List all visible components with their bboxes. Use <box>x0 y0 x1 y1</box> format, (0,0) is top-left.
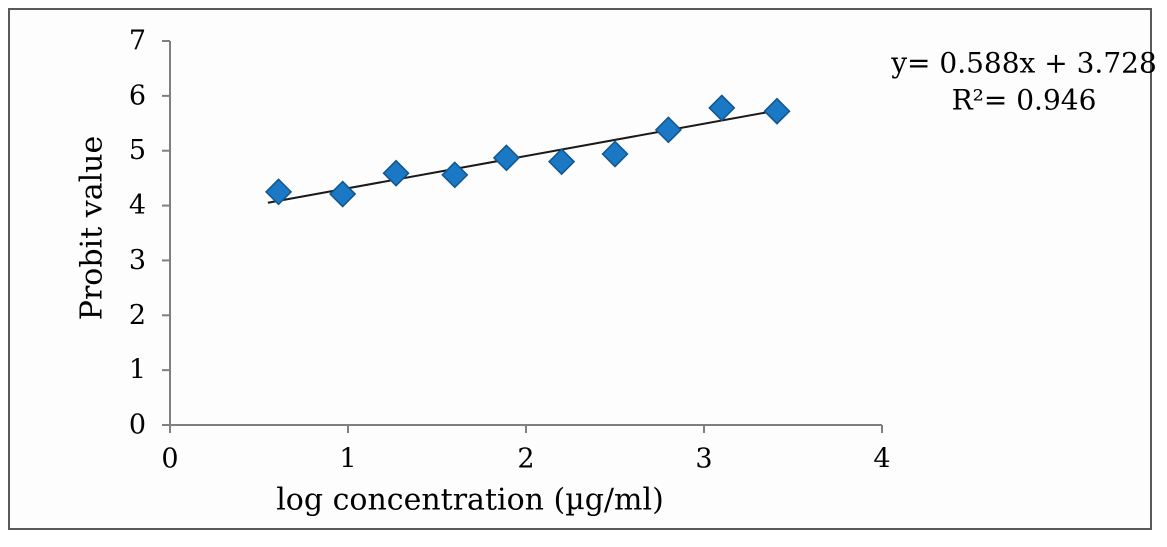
x-tick-label: 1 <box>339 444 356 475</box>
x-tick-label: 0 <box>161 444 178 475</box>
data-point-diamond <box>548 148 576 176</box>
ticks-layer <box>162 40 883 433</box>
y-tick-label: 4 <box>129 190 146 221</box>
trendline-layer <box>267 107 787 204</box>
tick-labels-layer: 0 1 2 3 4 0 1 2 3 4 5 6 7 <box>129 26 891 475</box>
figure-border <box>8 8 1152 530</box>
data-points-layer <box>265 94 791 208</box>
axes-layer <box>162 41 882 433</box>
data-point-diamond <box>601 140 629 168</box>
y-tick-label: 0 <box>129 410 146 441</box>
x-tick-label: 2 <box>517 444 534 475</box>
data-point-diamond <box>382 159 410 187</box>
data-point-diamond <box>441 161 469 189</box>
y-tick-label: 7 <box>129 26 146 57</box>
data-point-diamond <box>708 94 736 122</box>
y-tick-label: 2 <box>129 300 146 331</box>
x-tick-label: 4 <box>873 444 890 475</box>
y-axis-title: Probit value <box>75 136 110 320</box>
data-point-diamond <box>654 116 682 144</box>
r-squared-text: R²= 0.946 <box>952 84 1097 117</box>
data-point-diamond <box>329 180 357 208</box>
data-point-diamond <box>763 97 791 125</box>
x-axis-title: log concentration (µg/ml) <box>276 483 664 518</box>
trendline-equation-text: y= 0.588x + 3.728 <box>890 47 1157 80</box>
y-tick-label: 1 <box>129 355 146 386</box>
y-tick-label: 6 <box>129 80 146 111</box>
y-tick-label: 3 <box>129 245 146 276</box>
trendline <box>267 107 787 204</box>
y-tick-label: 5 <box>129 135 146 166</box>
data-point-diamond <box>492 144 520 172</box>
x-tick-label: 3 <box>695 444 712 475</box>
data-point-diamond <box>265 178 293 206</box>
